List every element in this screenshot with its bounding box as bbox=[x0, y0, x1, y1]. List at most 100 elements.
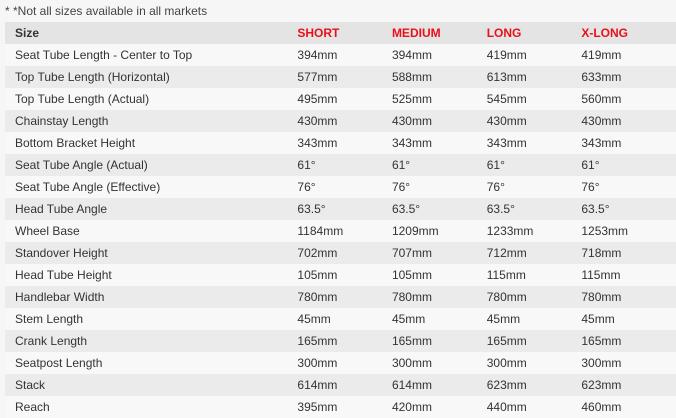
row-value: 440mm bbox=[486, 396, 582, 418]
row-value: 61° bbox=[486, 154, 582, 176]
row-value: 419mm bbox=[486, 44, 582, 66]
row-value: 115mm bbox=[486, 264, 582, 286]
size-header-long: LONG bbox=[486, 22, 582, 44]
row-value: 63.5° bbox=[581, 198, 676, 220]
size-header-short: SHORT bbox=[297, 22, 392, 44]
row-value: 460mm bbox=[581, 396, 676, 418]
row-label: Stem Length bbox=[5, 308, 298, 330]
row-value: 1233mm bbox=[486, 220, 582, 242]
table-row: Chainstay Length 430mm 430mm 430mm 430mm bbox=[5, 110, 676, 132]
row-value: 1184mm bbox=[297, 220, 392, 242]
table-row: Seat Tube Angle (Actual) 61° 61° 61° 61° bbox=[5, 154, 676, 176]
row-label: Bottom Bracket Height bbox=[5, 132, 298, 154]
table-row: Crank Length 165mm 165mm 165mm 165mm bbox=[5, 330, 676, 352]
row-label: Standover Height bbox=[5, 242, 298, 264]
table-row: Top Tube Length (Actual) 495mm 525mm 545mm 5… bbox=[5, 88, 676, 110]
row-value: 343mm bbox=[391, 132, 487, 154]
row-value: 577mm bbox=[297, 66, 392, 88]
row-value: 394mm bbox=[391, 44, 487, 66]
row-value: 718mm bbox=[581, 242, 676, 264]
row-value: 343mm bbox=[297, 132, 392, 154]
row-value: 45mm bbox=[581, 308, 676, 330]
table-row: Stack 614mm 614mm 623mm 623mm bbox=[5, 374, 676, 396]
row-label: Wheel Base bbox=[5, 220, 298, 242]
row-value: 613mm bbox=[486, 66, 582, 88]
row-value: 343mm bbox=[581, 132, 676, 154]
row-value: 707mm bbox=[391, 242, 487, 264]
row-value: 105mm bbox=[391, 264, 487, 286]
row-value: 300mm bbox=[391, 352, 487, 374]
table-row: Wheel Base 1184mm 1209mm 1233mm 1253mm bbox=[5, 220, 676, 242]
row-label: Reach bbox=[5, 396, 298, 418]
row-value: 1253mm bbox=[581, 220, 676, 242]
row-label: Head Tube Angle bbox=[5, 198, 298, 220]
row-value: 63.5° bbox=[486, 198, 582, 220]
row-value: 560mm bbox=[581, 88, 676, 110]
table-row: Standover Height 702mm 707mm 712mm 718mm bbox=[5, 242, 676, 264]
row-value: 76° bbox=[297, 176, 392, 198]
row-value: 61° bbox=[391, 154, 487, 176]
row-value: 545mm bbox=[486, 88, 582, 110]
table-row: Head Tube Angle 63.5° 63.5° 63.5° 63.5° bbox=[5, 198, 676, 220]
row-value: 623mm bbox=[486, 374, 582, 396]
row-value: 588mm bbox=[391, 66, 487, 88]
row-value: 712mm bbox=[486, 242, 582, 264]
row-value: 430mm bbox=[297, 110, 392, 132]
row-value: 394mm bbox=[297, 44, 392, 66]
row-value: 430mm bbox=[391, 110, 487, 132]
table-row: Bottom Bracket Height 343mm 343mm 343mm 343m… bbox=[5, 132, 676, 154]
row-value: 419mm bbox=[581, 44, 676, 66]
size-column-header: Size bbox=[5, 22, 298, 44]
table-row: Seatpost Length 300mm 300mm 300mm 300mm bbox=[5, 352, 676, 374]
row-value: 780mm bbox=[391, 286, 487, 308]
row-label: Top Tube Length (Actual) bbox=[5, 88, 298, 110]
row-value: 61° bbox=[581, 154, 676, 176]
row-value: 430mm bbox=[486, 110, 582, 132]
row-value: 495mm bbox=[297, 88, 392, 110]
row-value: 63.5° bbox=[297, 198, 392, 220]
row-value: 45mm bbox=[486, 308, 582, 330]
table-row: Top Tube Length (Horizontal) 577mm 588mm 61… bbox=[5, 66, 676, 88]
table-row: Handlebar Width 780mm 780mm 780mm 780mm bbox=[5, 286, 676, 308]
row-value: 76° bbox=[391, 176, 487, 198]
row-value: 165mm bbox=[581, 330, 676, 352]
row-value: 63.5° bbox=[391, 198, 487, 220]
table-row: Reach 395mm 420mm 440mm 460mm bbox=[5, 396, 676, 418]
row-label: Head Tube Height bbox=[5, 264, 298, 286]
row-value: 430mm bbox=[581, 110, 676, 132]
row-label: Handlebar Width bbox=[5, 286, 298, 308]
row-value: 1209mm bbox=[391, 220, 487, 242]
row-label: Stack bbox=[5, 374, 298, 396]
row-value: 395mm bbox=[297, 396, 392, 418]
row-label: Seat Tube Length - Center to Top bbox=[5, 44, 298, 66]
row-label: Top Tube Length (Horizontal) bbox=[5, 66, 298, 88]
availability-note: * *Not all sizes available in all market… bbox=[5, 4, 208, 18]
size-header-x-long: X-LONG bbox=[581, 22, 676, 44]
row-value: 623mm bbox=[581, 374, 676, 396]
row-value: 420mm bbox=[391, 396, 487, 418]
row-label: Seatpost Length bbox=[5, 352, 298, 374]
size-header-medium: MEDIUM bbox=[391, 22, 487, 44]
row-value: 45mm bbox=[297, 308, 392, 330]
geometry-table: Size SHORT MEDIUM LONG X-LONG Seat Tube … bbox=[5, 22, 676, 418]
row-value: 115mm bbox=[581, 264, 676, 286]
row-label: Chainstay Length bbox=[5, 110, 298, 132]
table-header-row: Size SHORT MEDIUM LONG X-LONG bbox=[5, 22, 676, 44]
row-value: 76° bbox=[486, 176, 582, 198]
row-value: 614mm bbox=[297, 374, 392, 396]
row-value: 165mm bbox=[486, 330, 582, 352]
row-value: 165mm bbox=[297, 330, 392, 352]
row-value: 525mm bbox=[391, 88, 487, 110]
row-value: 780mm bbox=[581, 286, 676, 308]
row-value: 633mm bbox=[581, 66, 676, 88]
row-value: 45mm bbox=[391, 308, 487, 330]
row-label: Crank Length bbox=[5, 330, 298, 352]
row-value: 300mm bbox=[581, 352, 676, 374]
row-label: Seat Tube Angle (Actual) bbox=[5, 154, 298, 176]
row-value: 61° bbox=[297, 154, 392, 176]
row-value: 105mm bbox=[297, 264, 392, 286]
row-value: 780mm bbox=[297, 286, 392, 308]
row-value: 780mm bbox=[486, 286, 582, 308]
row-value: 300mm bbox=[297, 352, 392, 374]
table-row: Stem Length 45mm 45mm 45mm 45mm bbox=[5, 308, 676, 330]
